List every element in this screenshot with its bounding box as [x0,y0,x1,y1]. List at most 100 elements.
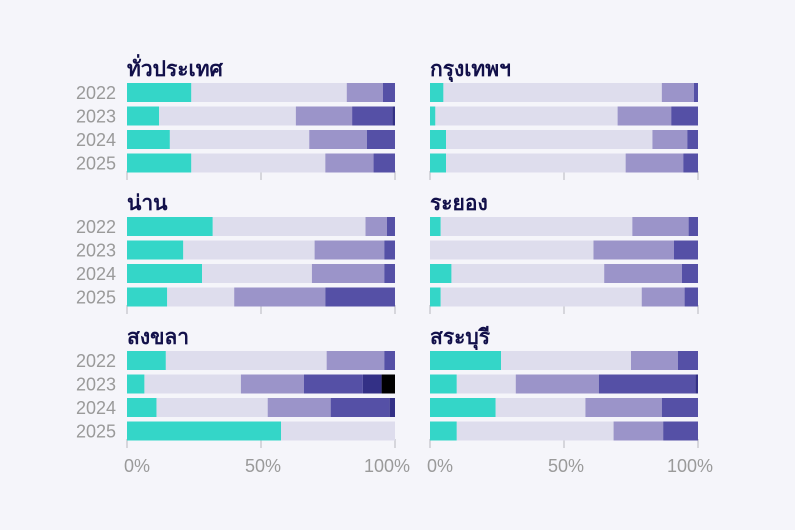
bar-segment-0 [127,398,157,417]
bar-segment-1 [440,287,642,307]
bar-segment-3 [382,83,395,102]
bar-segment-1 [501,351,631,370]
bar-segment-1 [159,106,296,126]
bar-segment-0 [430,106,436,126]
bar-segment-2 [267,398,331,417]
bar-segment-1 [456,374,516,394]
year-label: 2022 [76,83,116,103]
bar-segment-0 [430,421,457,441]
bar-segment-2 [314,240,385,260]
year-label: 2022 [76,351,116,371]
bar-segment-2 [604,264,682,283]
bar-segment-2 [515,374,599,394]
bar-segment-3 [352,106,393,126]
bar-segment-2 [311,264,385,283]
bar-segment-0 [430,217,441,236]
bar-segment-2 [346,83,383,102]
bar-segment-3 [384,240,395,260]
bar-segment-0 [430,374,457,394]
year-label: 2023 [76,375,116,395]
bar-segment-3 [330,398,390,417]
bar-segment-0 [430,153,447,173]
bar-segment-1 [165,351,327,370]
bar-segment-0 [430,130,447,149]
bar-segment-0 [127,240,184,260]
bar-segment-0 [430,351,502,370]
bar-segment-2 [593,240,674,260]
bar-segment-3 [325,287,395,307]
bar-segment-0 [127,351,166,370]
bar-segment-3 [366,130,395,149]
bar-segment-1 [156,398,268,417]
bar-segment-0 [127,264,203,283]
bar-segment-3 [673,240,698,260]
bar-segment-3 [687,130,698,149]
year-label: 2022 [76,217,116,237]
bar-segment-5 [381,374,395,394]
bar-segment-1 [435,106,618,126]
year-label: 2025 [76,154,116,174]
bar-segment-2 [365,217,387,236]
bar-segment-3 [384,351,395,370]
bar-segment-3 [671,106,698,126]
bar-segment-3 [693,83,698,102]
bar-segment-0 [430,398,496,417]
bar-segment-2 [326,351,385,370]
bar-segment-2 [625,153,684,173]
bar-segment-3 [598,374,696,394]
bar-segment-2 [613,421,664,441]
panel-title: กรุงเทพฯ [430,57,511,83]
bar-segment-4 [389,398,395,417]
x-tick-label: 100% [364,456,410,476]
x-tick-label: 0% [427,456,453,476]
bar-segment-3 [688,217,698,236]
bar-segment-2 [240,374,304,394]
panel-title: สระบุรี [430,325,491,351]
year-label: 2024 [76,130,116,150]
bar-segment-2 [632,217,689,236]
x-tick-label: 100% [667,456,713,476]
bar-segment-2 [325,153,374,173]
bar-segment-1 [167,287,235,307]
bar-segment-4 [695,374,698,394]
bar-segment-3 [384,264,395,283]
bar-segment-4 [362,374,382,394]
bar-segment-1 [191,153,326,173]
bar-segment-3 [663,421,698,441]
panel-title: ทั่วประเทศ [127,53,224,81]
bar-segment-1 [451,264,605,283]
bar-segment-0 [127,106,160,126]
bar-segment-0 [127,287,168,307]
bar-segment-2 [585,398,662,417]
bar-segment-1 [443,83,662,102]
year-label: 2025 [76,288,116,308]
bar-segment-1 [446,130,653,149]
bar-segment-1 [169,130,310,149]
bar-segment-2 [641,287,685,307]
bar-segment-0 [127,130,170,149]
year-label: 2023 [76,107,116,127]
year-label: 2024 [76,398,116,418]
panel-title: น่าน [127,191,168,215]
bar-segment-2 [661,83,694,102]
year-label: 2025 [76,422,116,442]
bar-segment-3 [684,287,698,307]
panel-title: ระยอง [430,191,488,215]
bar-segment-1 [281,421,395,441]
bar-segment-3 [373,153,395,173]
bar-segment-3 [683,153,698,173]
bar-segment-0 [430,287,441,307]
bar-segment-3 [661,398,698,417]
bar-segment-1 [183,240,315,260]
bar-segment-0 [127,374,145,394]
bar-segment-2 [295,106,353,126]
bar-segment-3 [677,351,698,370]
bar-segment-3 [303,374,363,394]
bar-segment-1 [446,153,626,173]
bar-segment-1 [144,374,241,394]
bar-segment-0 [127,421,282,441]
bar-segment-0 [430,83,444,102]
bar-segment-3 [386,217,395,236]
x-tick-label: 50% [245,456,281,476]
